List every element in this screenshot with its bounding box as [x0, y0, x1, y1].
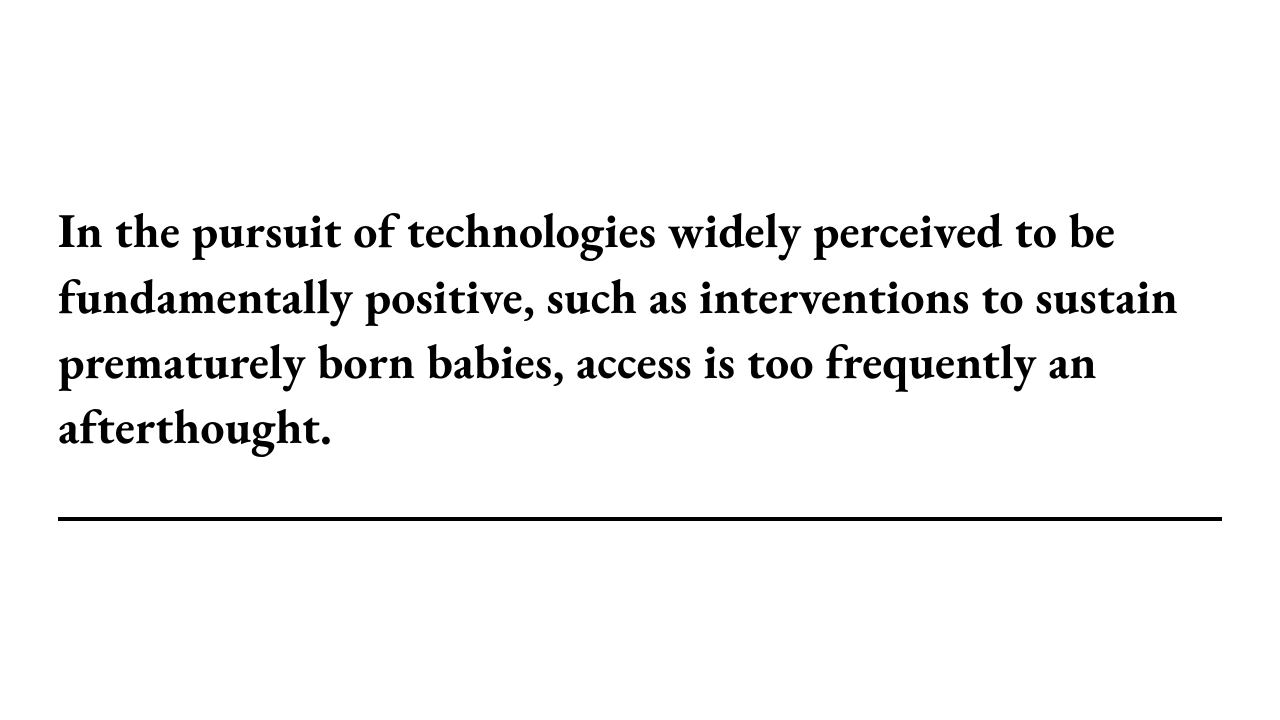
- quote-text: In the pursuit of technologies widely pe…: [58, 199, 1222, 460]
- quote-container: In the pursuit of technologies widely pe…: [58, 199, 1222, 520]
- horizontal-divider: [58, 517, 1222, 521]
